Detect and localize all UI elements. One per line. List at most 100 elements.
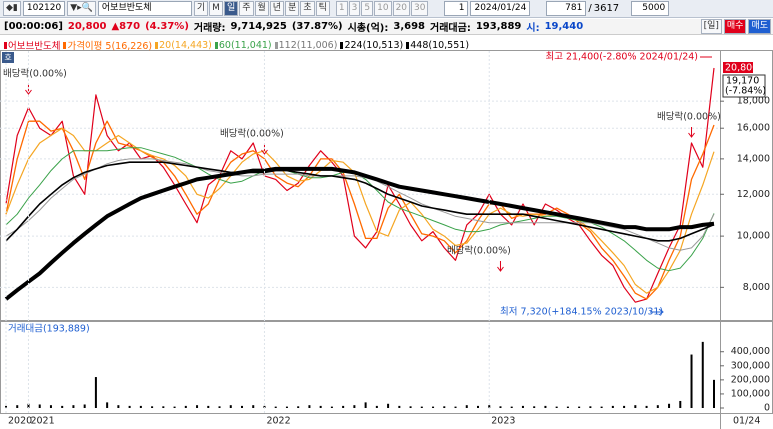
legend-label: 60(11,041) — [218, 39, 272, 51]
bar — [656, 405, 659, 408]
minute-button[interactable]: 20 — [392, 1, 411, 16]
bar — [297, 406, 300, 408]
legend-swatch — [214, 41, 218, 49]
count-input[interactable]: 1 — [444, 1, 469, 16]
minute-button[interactable]: 1 — [335, 1, 348, 16]
price-tag-box — [722, 74, 766, 98]
price-tag: (-7.84%) — [725, 86, 766, 97]
period-button[interactable]: 일 — [223, 1, 239, 16]
bar — [16, 405, 19, 408]
bar — [83, 404, 86, 408]
y-tick-label: 10,000 — [737, 231, 770, 242]
volume: 9,714,925 — [230, 21, 287, 32]
bar — [465, 405, 468, 408]
legend-swatch — [406, 41, 410, 49]
bar — [443, 406, 446, 408]
bar — [5, 405, 7, 408]
moving-average — [4, 166, 715, 301]
view-count[interactable]: 781 — [546, 1, 587, 16]
period-button[interactable]: 월 — [254, 1, 269, 16]
bar — [432, 406, 435, 408]
bar — [578, 406, 581, 408]
bar — [454, 406, 457, 408]
legend-swatch — [4, 41, 7, 49]
bar — [701, 341, 704, 408]
right-buttons: [일] 매수 매도 — [700, 19, 771, 34]
annotation: 배당락(0.00%) — [657, 111, 721, 123]
buy-button[interactable]: 매수 — [723, 19, 747, 34]
period-button[interactable]: 년 — [269, 1, 285, 16]
bar — [207, 405, 210, 408]
bar — [173, 406, 176, 408]
cap: 3,698 — [393, 21, 426, 32]
legend: 어보브반도체 가격이평 5(16,226) 20(14,443) 60(11,041)… — [4, 38, 469, 52]
minute-button[interactable]: 3 — [348, 1, 361, 16]
y-tick-label: 16,000 — [737, 123, 770, 134]
period-button[interactable]: 분 — [285, 1, 300, 16]
bar — [488, 405, 491, 408]
annotation: 배당락(0.00%) — [3, 68, 67, 80]
search-button[interactable]: ▼▸🔍 — [67, 1, 96, 16]
date-input[interactable]: 2024/01/24 — [470, 1, 531, 16]
period-button[interactable]: 기 — [193, 1, 209, 16]
period-button[interactable]: M — [209, 1, 223, 16]
bar — [117, 405, 120, 408]
x-tick-label: 2020 — [8, 416, 32, 427]
menu-button[interactable]: ◆▮ — [3, 1, 21, 16]
y-tick-label: 300,000 — [731, 360, 770, 371]
legend-item: 448(10,551) — [406, 38, 469, 52]
volume-title: 거래대금(193,889) — [8, 324, 90, 335]
stock-name[interactable]: 어보브반도체 — [97, 1, 192, 16]
legend-label: 가격이평 5(16,226) — [67, 41, 153, 52]
legend-swatch — [63, 41, 67, 49]
y-tick-label: 0 — [764, 403, 770, 414]
bar — [499, 406, 502, 408]
legend-item: 어보브반도체 — [4, 38, 60, 52]
bar — [330, 406, 333, 408]
minute-button[interactable]: 30 — [411, 1, 429, 16]
moving-average — [5, 120, 715, 300]
minute-button[interactable]: 10 — [374, 1, 392, 16]
period-button[interactable]: 틱 — [315, 1, 330, 16]
legend-label: 224(10,513) — [344, 39, 404, 51]
bar — [510, 406, 513, 408]
bar — [218, 406, 221, 408]
price-panel — [0, 50, 773, 321]
bar — [679, 400, 682, 408]
price-tag-box — [723, 62, 753, 73]
period-button[interactable]: 초 — [300, 1, 315, 16]
price-tag: 19,170 — [726, 76, 759, 87]
open-label: 시: — [526, 23, 540, 34]
separator: / — [588, 3, 592, 14]
legend-item: 60(11,041) — [214, 38, 272, 52]
bar — [72, 405, 75, 408]
change: ▲870 — [111, 21, 141, 32]
minute-button[interactable]: 5 — [361, 1, 374, 16]
legend-label: 20(14,443) — [159, 39, 212, 51]
period-button[interactable]: 주 — [239, 1, 254, 16]
legend-swatch — [155, 41, 159, 49]
y-tick-label: 12,000 — [737, 189, 770, 200]
amount-label: 거래대금: — [430, 23, 471, 34]
bar — [139, 405, 142, 408]
price-tag: 20,800 — [725, 63, 758, 74]
bar — [229, 405, 232, 408]
bar — [128, 405, 131, 408]
bar — [713, 379, 715, 408]
dividend-arrow — [25, 84, 32, 95]
moving-average — [5, 127, 715, 294]
y-tick-label: 200,000 — [731, 374, 770, 385]
stock-code[interactable]: 102120 — [22, 1, 66, 16]
bar — [27, 403, 30, 408]
legend-swatch — [340, 41, 344, 49]
bar — [319, 405, 322, 408]
max-count[interactable]: 5000 — [631, 1, 670, 16]
bar — [106, 402, 109, 408]
bar — [409, 406, 412, 408]
bar — [364, 402, 367, 408]
sell-button[interactable]: 매도 — [748, 19, 771, 34]
annotation: 최고 21,400(-2.80% 2024/01/24) — [545, 52, 698, 63]
